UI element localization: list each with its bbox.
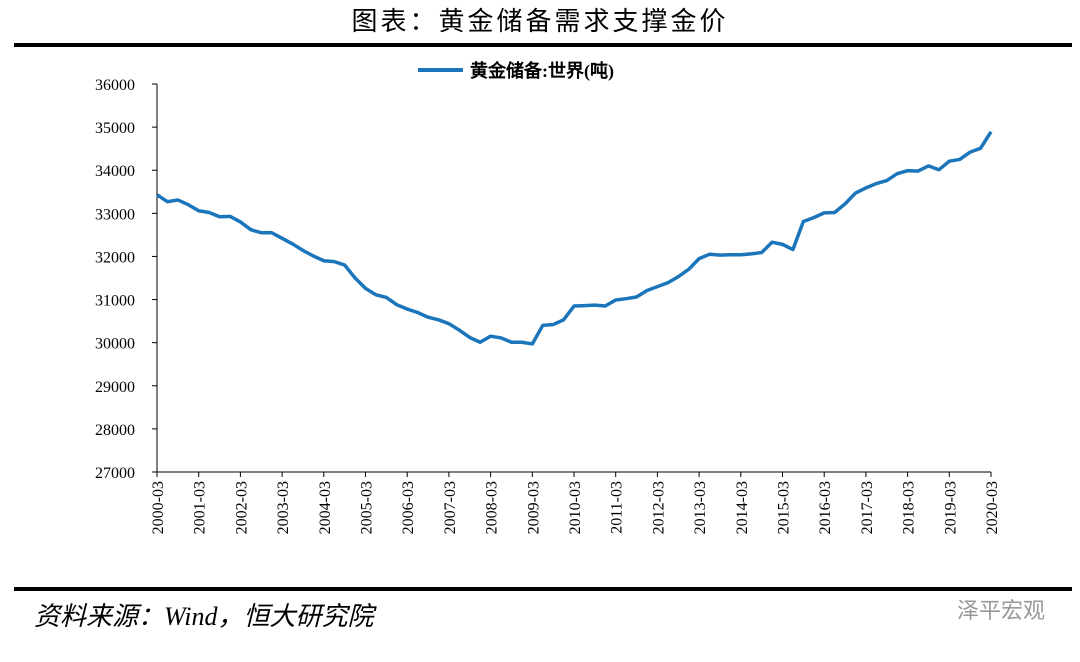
x-tick-label: 2015-03 [776, 481, 793, 534]
x-tick-label: 2014-03 [734, 481, 751, 534]
y-tick-label: 35000 [95, 120, 135, 137]
y-tick-label: 30000 [95, 336, 135, 353]
y-tick-label: 34000 [95, 163, 135, 180]
x-tick-label: 2009-03 [525, 481, 542, 534]
x-tick-label: 2016-03 [817, 481, 834, 534]
x-tick-label: 2008-03 [484, 481, 501, 534]
watermark: 泽平宏观 [957, 598, 1045, 623]
x-tick-label: 2010-03 [567, 481, 584, 534]
line-series [156, 130, 993, 346]
x-tick-label: 2018-03 [901, 481, 918, 534]
x-tick-label: 2004-03 [317, 481, 334, 534]
x-tick-label: 2003-03 [275, 481, 292, 534]
x-tick-label: 2017-03 [859, 481, 876, 534]
y-tick-label: 27000 [95, 465, 135, 482]
y-tick-label: 32000 [95, 249, 135, 266]
y-tick-label: 36000 [95, 77, 135, 94]
x-tick-label: 2005-03 [359, 481, 376, 534]
x-tick-label: 2019-03 [942, 481, 959, 534]
y-tick-label: 33000 [95, 206, 135, 223]
x-tick-label: 2013-03 [692, 481, 709, 534]
top-rule [14, 43, 1072, 47]
x-tick-label: 2006-03 [400, 481, 417, 534]
bottom-rule [14, 587, 1072, 591]
y-tick-label: 31000 [95, 293, 135, 310]
y-tick-label: 29000 [95, 379, 135, 396]
x-tick-label: 2001-03 [192, 481, 209, 534]
legend-label: 黄金储备:世界(吨) [470, 60, 614, 82]
y-tick-label: 28000 [95, 422, 135, 439]
x-tick-label: 2002-03 [233, 481, 250, 534]
x-tick-label: 2020-03 [984, 481, 1001, 534]
chart-title: 图表：黄金储备需求支撑金价 [351, 7, 728, 36]
x-tick-label: 2007-03 [442, 481, 459, 534]
x-tick-label: 2012-03 [650, 481, 667, 534]
x-tick-label: 2011-03 [609, 481, 626, 534]
x-tick-label: 2000-03 [150, 481, 167, 534]
source-note: 资料来源：Wind，恒大研究院 [34, 602, 377, 631]
